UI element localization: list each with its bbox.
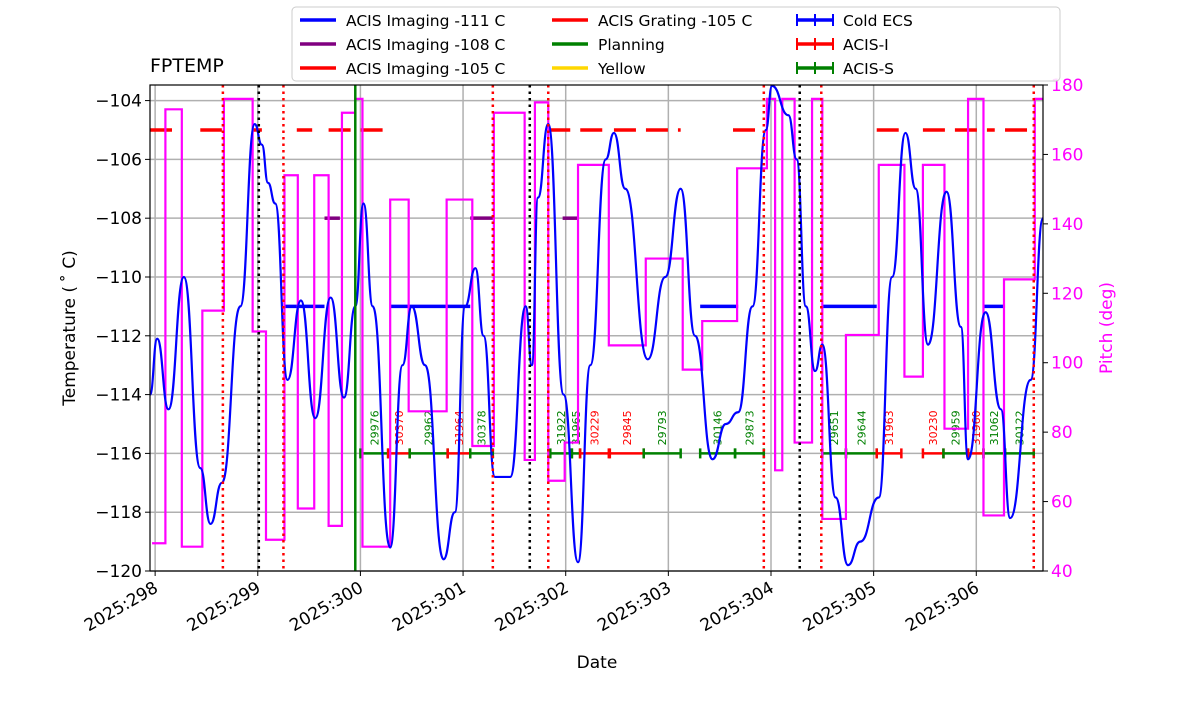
- y-axis-label: Temperature ( ˚ C): [59, 250, 80, 407]
- y2-tick-label: 60: [1051, 493, 1073, 513]
- obsid-label: 31963: [883, 410, 896, 445]
- temperature-series: [148, 84, 1045, 567]
- legend-label: ACIS-S: [843, 60, 894, 78]
- y-tick-label: −110: [95, 268, 142, 288]
- x-tick-label: 2025:303: [594, 578, 675, 636]
- obsid-label: 31922: [555, 410, 568, 445]
- y2-tick-label: 80: [1051, 423, 1073, 443]
- x-tick-label: 2025:300: [286, 578, 367, 636]
- y-tick-label: −112: [95, 327, 142, 347]
- y2-tick-label: 160: [1051, 145, 1083, 165]
- legend-label: ACIS-I: [843, 36, 889, 54]
- obsid-label: 30229: [588, 410, 601, 445]
- y-tick-label: −106: [95, 150, 142, 170]
- y2-tick-label: 180: [1051, 76, 1083, 96]
- legend-label: Planning: [598, 36, 665, 54]
- obsid-label: 29873: [743, 410, 756, 445]
- y-tick-label: −108: [95, 209, 142, 229]
- y-tick-label: −118: [95, 503, 142, 523]
- obsid-label: 29644: [855, 410, 868, 445]
- legend-label: ACIS Imaging -108 C: [346, 36, 505, 54]
- obsid-label: 30370: [393, 410, 406, 445]
- obsid-label: 29793: [656, 410, 669, 445]
- obsid-label: 30378: [476, 410, 489, 445]
- obsid-label: 29651: [828, 410, 841, 445]
- obsid-label: 29976: [368, 410, 381, 445]
- y-tick-label: −116: [95, 444, 142, 464]
- obsid-label: 31062: [988, 410, 1001, 445]
- legend-label: ACIS Imaging -111 C: [346, 12, 505, 30]
- y2-axis-label: Pitch (deg): [1097, 282, 1117, 374]
- obsid-label: 29845: [621, 410, 634, 445]
- x-tick-label: 2025:304: [697, 578, 778, 636]
- legend-box: [291, 6, 1061, 82]
- y-tick-label: −120: [95, 562, 142, 582]
- y-tick-label: −104: [95, 92, 142, 112]
- legend-label: Yellow: [597, 60, 646, 78]
- legend: ACIS Imaging -111 C ACIS Imaging -108 C AC…: [291, 6, 1061, 82]
- plot-marks: 29976 30370 29962 31964 30378 31922 31965 30229…: [148, 84, 1045, 571]
- pitch-series: [152, 97, 1043, 548]
- obsid-label: 30230: [927, 410, 940, 445]
- y2-tick-label: 120: [1051, 284, 1083, 304]
- obsid-label: 30122: [1013, 410, 1026, 445]
- x-tick-label: 2025:298: [81, 578, 162, 636]
- x-tick-label: 2025:305: [800, 578, 881, 636]
- legend-label: ACIS Grating -105 C: [598, 12, 752, 30]
- legend-label: ACIS Imaging -105 C: [346, 60, 505, 78]
- legend-label: Cold ECS: [843, 12, 913, 30]
- x-tick-label: 2025:302: [492, 578, 573, 636]
- obsid-label: 30146: [712, 410, 725, 445]
- x-axis-label: Date: [577, 653, 618, 673]
- y2-tick-label: 140: [1051, 215, 1083, 235]
- x-tick-label: 2025:299: [184, 578, 265, 636]
- chart-title: FPTEMP: [150, 55, 224, 77]
- x-tick-label: 2025:301: [389, 578, 470, 636]
- plot-frame: [149, 84, 1044, 572]
- x-tick-label: 2025:306: [902, 578, 983, 636]
- y2-tick-label: 100: [1051, 354, 1083, 374]
- obsid-label: 31965: [570, 410, 583, 445]
- y-tick-label: −114: [95, 386, 142, 406]
- y2-tick-label: 40: [1051, 562, 1073, 582]
